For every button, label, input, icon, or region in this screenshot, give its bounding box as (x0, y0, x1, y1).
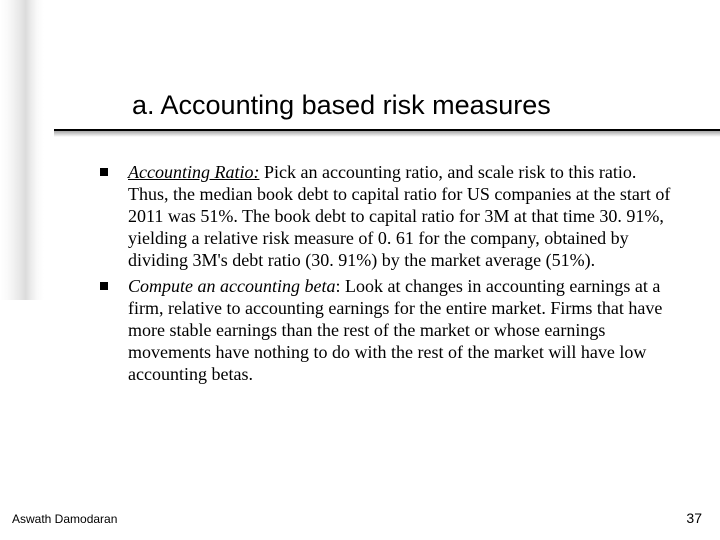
slide-title: a. Accounting based risk measures (0, 90, 720, 129)
bullet-marker-icon (100, 168, 108, 176)
slide: a. Accounting based risk measures Accoun… (0, 0, 720, 540)
bullet-item: Compute an accounting beta: Look at chan… (100, 276, 674, 386)
bullet-lead: Accounting Ratio: (128, 162, 259, 182)
bullet-marker-icon (100, 282, 108, 290)
footer-author: Aswath Damodaran (12, 512, 117, 526)
bullet-lead: Compute an accounting beta (128, 276, 335, 296)
title-block: a. Accounting based risk measures (0, 90, 720, 129)
left-shadow-deco (0, 0, 44, 300)
slide-body: Accounting Ratio: Pick an accounting rat… (100, 162, 674, 390)
footer-page-number: 37 (686, 510, 702, 526)
bullet-item: Accounting Ratio: Pick an accounting rat… (100, 162, 674, 272)
title-underline-shadow (54, 131, 720, 137)
